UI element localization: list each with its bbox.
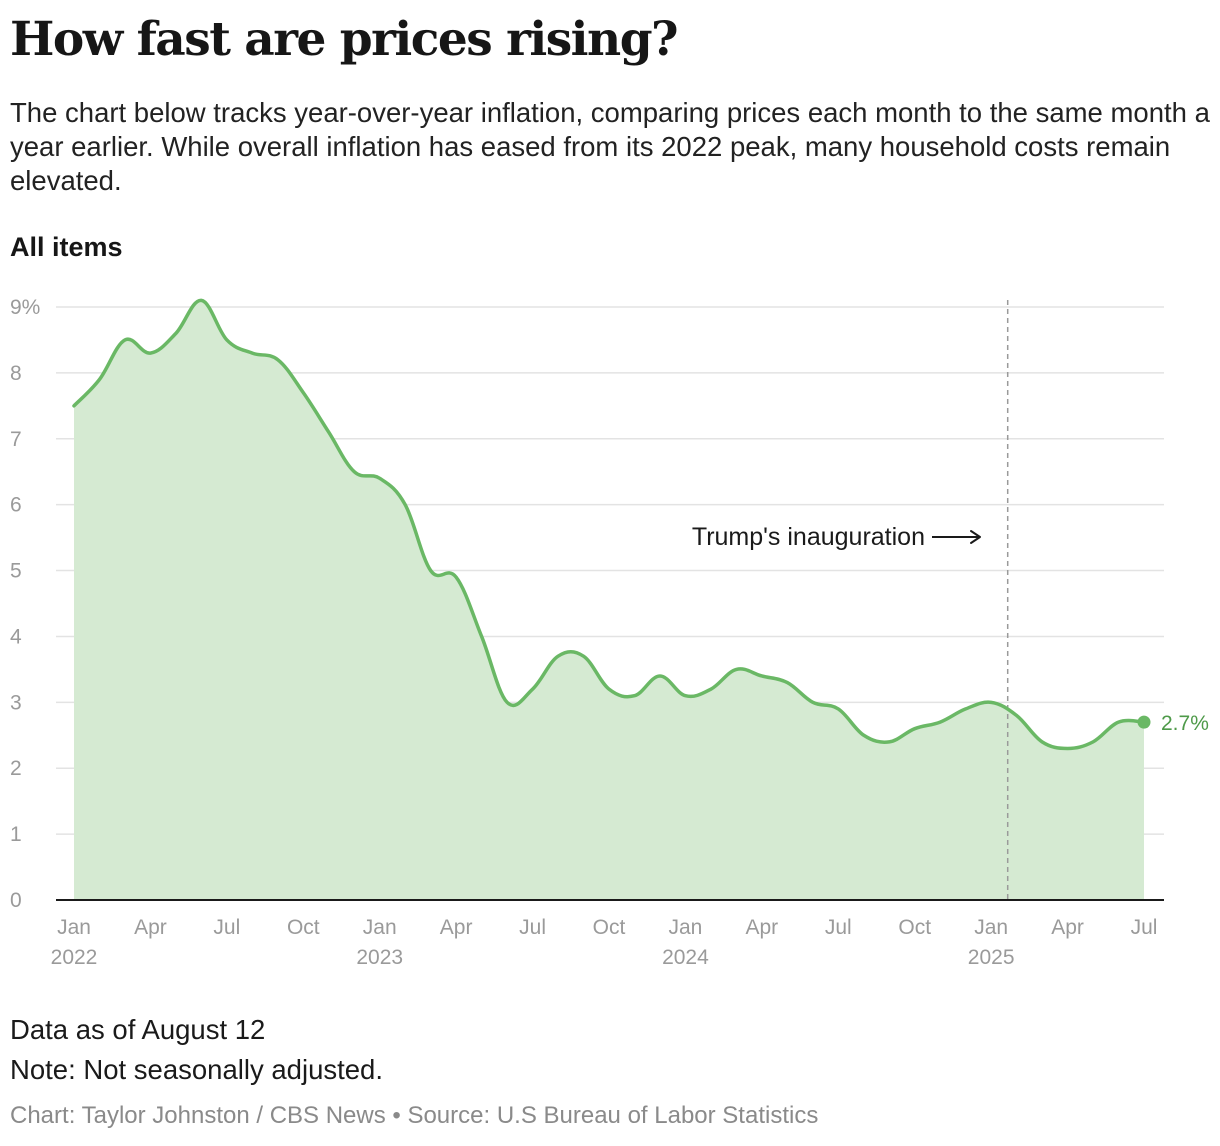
x-tick-year-label: 2025 xyxy=(968,946,1015,969)
y-tick-label: 4 xyxy=(10,625,22,648)
y-tick-label: 6 xyxy=(10,494,22,517)
panel-title: All items xyxy=(10,232,123,262)
x-tick-label: Jan xyxy=(363,916,397,939)
x-tick-label: Apr xyxy=(1051,916,1084,939)
arrow-right-icon xyxy=(932,530,981,544)
x-tick-label: Apr xyxy=(746,916,779,939)
x-tick-label: Jul xyxy=(1131,916,1158,939)
series-line-all-items xyxy=(72,298,1146,751)
area-fill xyxy=(74,300,1144,900)
x-axis-ticks: Jan 2022 Apr Jul Oct Jan 2023 Apr Jul Oct Jan 2024 A… xyxy=(51,916,1158,969)
y-tick-label: 2 xyxy=(10,757,22,780)
x-tick-label: Apr xyxy=(440,916,473,939)
x-tick-label: Jul xyxy=(213,916,240,939)
y-tick-label: 3 xyxy=(10,691,22,714)
y-tick-label: 8 xyxy=(10,362,22,385)
x-tick-year-label: 2022 xyxy=(51,946,98,969)
y-tick-label: 7 xyxy=(10,428,22,451)
x-tick-label: Jul xyxy=(825,916,852,939)
y-tick-label: 0 xyxy=(10,889,22,912)
x-tick-label: Jan xyxy=(974,916,1008,939)
y-tick-label: 9% xyxy=(10,296,40,319)
x-tick-label: Oct xyxy=(898,916,931,939)
annotation-label: Trump's inauguration xyxy=(692,523,925,551)
y-tick-label: 5 xyxy=(10,560,22,583)
last-value-label: 2.7% xyxy=(1161,712,1209,735)
data-as-of: Data as of August 12 xyxy=(10,1014,266,1045)
x-tick-label: Oct xyxy=(593,916,626,939)
chart-subtitle: The chart below tracks year-over-year in… xyxy=(10,97,1210,196)
x-tick-label: Jan xyxy=(668,916,702,939)
inflation-area-chart: 0 1 2 3 4 5 6 7 8 9% Trump's inauguration Jan 2022… xyxy=(10,296,1209,969)
x-tick-label: Jul xyxy=(519,916,546,939)
chart-title: How fast are prices rising? xyxy=(10,12,679,67)
y-tick-label: 1 xyxy=(10,823,22,846)
y-axis-ticks: 0 1 2 3 4 5 6 7 8 9% xyxy=(10,296,40,912)
last-data-point xyxy=(1137,715,1151,729)
x-tick-label: Apr xyxy=(134,916,167,939)
x-tick-label: Jan xyxy=(57,916,91,939)
x-tick-year-label: 2024 xyxy=(662,946,709,969)
x-tick-label: Oct xyxy=(287,916,320,939)
x-tick-year-label: 2023 xyxy=(356,946,403,969)
chart-credit: Chart: Taylor Johnston / CBS News • Sour… xyxy=(10,1102,819,1129)
chart-note: Note: Not seasonally adjusted. xyxy=(10,1054,383,1085)
